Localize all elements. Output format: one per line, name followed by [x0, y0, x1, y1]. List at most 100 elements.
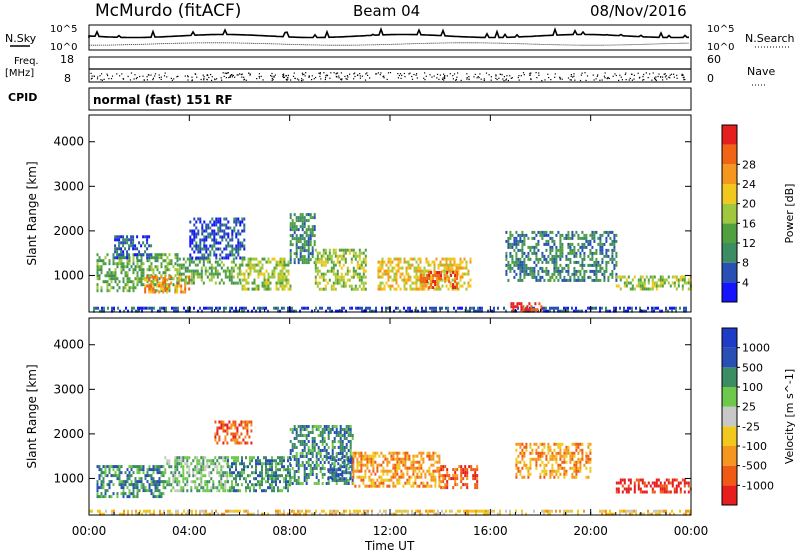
velocity-cell: [327, 479, 330, 482]
power-cell: [407, 260, 410, 264]
power-cell: [145, 306, 147, 310]
power-cell: [561, 242, 564, 246]
velocity-cell: [571, 509, 573, 513]
power-cell: [415, 306, 417, 310]
power-cell: [631, 287, 634, 291]
velocity-cell: [420, 454, 423, 458]
power-cell: [238, 266, 241, 270]
velocity-cell: [419, 509, 421, 513]
velocity-cell: [327, 482, 330, 485]
velocity-cell: [388, 484, 391, 488]
power-cell: [531, 245, 534, 249]
velocity-cell: [537, 454, 540, 458]
velocity-cell: [138, 480, 141, 484]
velocity-cell: [206, 483, 209, 487]
nave-point: [139, 75, 141, 78]
velocity-cell: [687, 509, 689, 513]
power-cell: [535, 245, 538, 249]
power-cell: [303, 261, 306, 265]
power-cell: [153, 306, 155, 310]
velocity-cell: [140, 477, 143, 481]
power-cell: [431, 306, 433, 310]
power-cell: [110, 280, 113, 284]
nave-point: [184, 75, 186, 77]
velocity-cell: [134, 465, 137, 469]
velocity-cell: [187, 512, 189, 516]
velocity-cell: [341, 512, 343, 516]
power-cell: [671, 306, 673, 310]
power-cell: [643, 309, 645, 313]
power-cell: [519, 257, 522, 261]
velocity-cell: [140, 480, 143, 484]
power-cell: [320, 254, 323, 258]
velocity-cell: [158, 492, 161, 496]
power-cell: [547, 309, 549, 313]
power-cell: [537, 248, 540, 252]
power-cell: [659, 309, 661, 313]
power-cell: [243, 257, 246, 261]
power-cell: [595, 266, 598, 270]
power-cell: [569, 236, 572, 240]
velocity-cell: [229, 489, 231, 493]
power-cell: [409, 278, 412, 282]
velocity-cell: [220, 483, 223, 487]
power-cell: [599, 278, 602, 282]
power-cell: [152, 256, 155, 260]
power-cell: [519, 248, 522, 252]
velocity-cell: [442, 477, 445, 481]
power-cell: [148, 253, 151, 257]
power-cell: [381, 287, 384, 291]
power-cell: [209, 250, 212, 254]
velocity-cell: [181, 512, 183, 516]
power-cell: [203, 256, 206, 260]
velocity-cell: [466, 483, 469, 487]
power-cell: [520, 308, 523, 312]
power-cell: [218, 281, 221, 285]
power-cell: [591, 269, 594, 273]
nave-point: [294, 77, 296, 80]
power-cell: [649, 287, 652, 291]
power-cell: [128, 256, 131, 260]
velocity-cell: [301, 440, 304, 443]
velocity-cell: [410, 460, 413, 464]
velocity-cell: [234, 420, 237, 424]
velocity-cell: [345, 471, 348, 475]
velocity-cell: [283, 480, 285, 484]
power-cell: [334, 254, 337, 258]
power-cell: [575, 254, 578, 258]
velocity-cell: [454, 474, 457, 478]
velocity-cell: [339, 440, 342, 443]
velocity-cell: [343, 428, 346, 431]
power-cell: [301, 261, 304, 265]
power-cell: [615, 233, 618, 237]
power-cell: [199, 256, 202, 260]
power-cell: [215, 232, 218, 236]
nave-point: [106, 73, 108, 75]
velocity-cell: [297, 476, 300, 479]
nave-point: [111, 75, 114, 77]
power-cell: [645, 309, 647, 313]
velocity-cell: [128, 477, 131, 481]
power-cell: [263, 284, 266, 288]
power-cell: [275, 306, 277, 310]
velocity-cell: [449, 509, 451, 513]
power-cell: [299, 252, 302, 256]
velocity-cell: [460, 477, 463, 481]
power-cell: [520, 305, 523, 309]
power-cell: [429, 272, 432, 276]
power-cell: [140, 256, 143, 260]
power-cell: [229, 250, 232, 254]
nave-point: [367, 74, 369, 76]
velocity-cell: [208, 474, 211, 478]
nave-point: [202, 74, 204, 76]
velocity-cell: [220, 420, 223, 424]
power-cell: [577, 242, 580, 246]
velocity-cell: [671, 509, 673, 513]
nave-point: [603, 75, 605, 77]
power-cell: [289, 216, 292, 220]
velocity-cell: [305, 461, 308, 464]
velocity-cell: [174, 474, 177, 478]
velocity-cell: [100, 471, 103, 475]
velocity-cell: [333, 471, 336, 475]
velocity-cell: [477, 509, 479, 513]
